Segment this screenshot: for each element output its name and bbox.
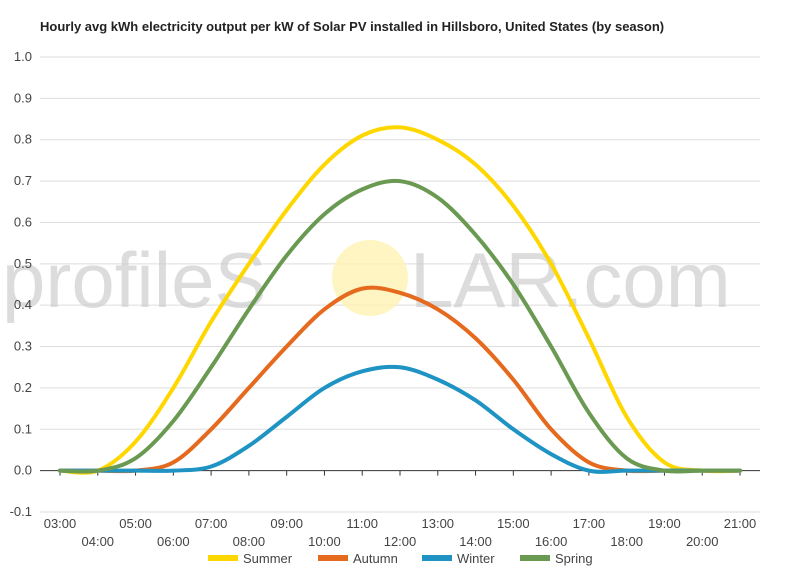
chart-title: Hourly avg kWh electricity output per kW… bbox=[40, 19, 665, 34]
series-line-spring bbox=[58, 178, 742, 474]
series-line-winter bbox=[58, 364, 742, 474]
x-tick-label: 08:00 bbox=[233, 534, 266, 549]
series-lines bbox=[58, 125, 742, 475]
y-tick-label: 0.3 bbox=[14, 339, 32, 354]
x-tick-label: 10:00 bbox=[308, 534, 341, 549]
x-tick-label: 16:00 bbox=[535, 534, 568, 549]
legend-label-spring: Spring bbox=[555, 551, 593, 566]
y-tick-label: 0.0 bbox=[14, 463, 32, 478]
legend-swatch-winter bbox=[422, 555, 452, 561]
watermark-sun-icon bbox=[332, 240, 408, 316]
x-tick-label: 20:00 bbox=[686, 534, 719, 549]
watermark-text-left: profileS bbox=[2, 236, 266, 324]
y-tick-label: 1.0 bbox=[14, 49, 32, 64]
x-tick-label: 06:00 bbox=[157, 534, 190, 549]
x-tick-label: 12:00 bbox=[384, 534, 417, 549]
y-tick-label: 0.1 bbox=[14, 421, 32, 436]
watermark: profileS LAR.com bbox=[2, 236, 731, 324]
x-tick-label: 07:00 bbox=[195, 516, 228, 531]
x-tick-label: 04:00 bbox=[82, 534, 115, 549]
x-tick-label: 18:00 bbox=[610, 534, 643, 549]
y-axis-ticks: -0.1 0.0 0.1 0.2 0.3 0.4 0.5 0.6 0.7 0.8 0.9 1.0 bbox=[10, 49, 32, 519]
legend-swatch-spring bbox=[520, 555, 550, 561]
x-tick-label: 13:00 bbox=[422, 516, 455, 531]
y-tick-label: 0.7 bbox=[14, 173, 32, 188]
y-tick-label: 0.2 bbox=[14, 380, 32, 395]
x-tick-label: 03:00 bbox=[44, 516, 77, 531]
y-tick-label: -0.1 bbox=[10, 504, 32, 519]
legend: Summer Autumn Winter Spring bbox=[208, 551, 593, 566]
y-tick-label: 0.9 bbox=[14, 90, 32, 105]
x-axis-ticks: 03:00 04:00 05:00 06:00 07:00 08:00 09:00 10:00… bbox=[44, 470, 757, 549]
legend-swatch-summer bbox=[208, 555, 238, 561]
watermark-text-right: LAR.com bbox=[410, 236, 731, 324]
legend-swatch-autumn bbox=[318, 555, 348, 561]
y-tick-label: 0.6 bbox=[14, 214, 32, 229]
x-tick-label: 15:00 bbox=[497, 516, 530, 531]
x-tick-label: 21:00 bbox=[724, 516, 757, 531]
x-tick-label: 19:00 bbox=[648, 516, 681, 531]
y-tick-label: 0.8 bbox=[14, 132, 32, 147]
x-tick-label: 09:00 bbox=[270, 516, 303, 531]
series-line-summer bbox=[58, 125, 742, 475]
y-tick-label: 0.4 bbox=[14, 297, 32, 312]
legend-label-autumn: Autumn bbox=[353, 551, 398, 566]
x-tick-label: 17:00 bbox=[573, 516, 606, 531]
legend-label-summer: Summer bbox=[243, 551, 293, 566]
legend-label-winter: Winter bbox=[457, 551, 495, 566]
x-tick-label: 14:00 bbox=[459, 534, 492, 549]
x-tick-label: 11:00 bbox=[346, 516, 378, 531]
x-tick-label: 05:00 bbox=[119, 516, 152, 531]
y-tick-label: 0.5 bbox=[14, 256, 32, 271]
